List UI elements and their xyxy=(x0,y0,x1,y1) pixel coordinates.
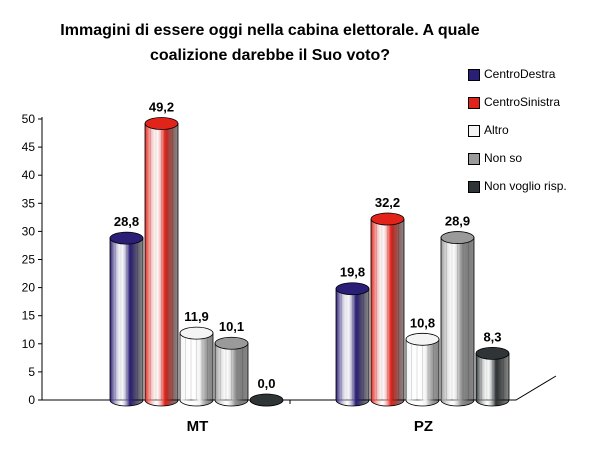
y-tick-label-45: 45 xyxy=(22,140,36,154)
y-tick-label-25: 25 xyxy=(22,253,36,267)
bar-pz-altro-value-label: 10,8 xyxy=(410,315,435,330)
bar-pz-centrodestra-value-label: 19,8 xyxy=(340,265,365,280)
bar-mt-altro-top xyxy=(179,326,214,340)
y-tick-label-10: 10 xyxy=(22,337,36,351)
bar-mt-altro-value-label: 11,9 xyxy=(184,309,209,324)
chart-title-line-1: Immagini di essere oggi nella cabina ele… xyxy=(60,22,480,39)
legend-swatch-altro xyxy=(468,125,480,137)
legend-label-centrosinistra: CentroSinistra xyxy=(484,95,561,109)
bar-pz-non-voglio-risp xyxy=(475,346,510,407)
y-tick-label-50: 50 xyxy=(22,112,36,126)
legend-item-centrosinistra: CentroSinistra xyxy=(468,92,608,120)
bar-mt-centrodestra-top xyxy=(109,231,144,245)
bar-mt-non-voglio-risp-top xyxy=(249,393,284,407)
chart-title-line-2: coalizione darebbe il Suo voto? xyxy=(149,47,391,64)
bar-pz-centrosinistra-top xyxy=(370,212,405,226)
bar-pz-centrosinistra-value-label: 32,2 xyxy=(375,195,400,210)
bar-pz-centrosinistra xyxy=(370,212,405,407)
bar-pz-centrosinistra-body xyxy=(370,218,405,407)
legend-item-centrodestra: CentroDestra xyxy=(468,64,608,92)
y-tick-label-35: 35 xyxy=(22,196,36,210)
bar-pz-non-voglio-risp-value-label: 8,3 xyxy=(483,329,501,344)
bar-pz-non-so-value-label: 28,9 xyxy=(445,214,470,229)
x-tick-label-pz: PZ xyxy=(414,418,433,435)
y-tick-label-0: 0 xyxy=(28,393,35,407)
legend: CentroDestra CentroSinistra Altro Non so… xyxy=(468,64,608,204)
y-tick-label-20: 20 xyxy=(22,281,36,295)
y-tick-label-30: 30 xyxy=(22,224,36,238)
bar-pz-non-voglio-risp-top xyxy=(475,346,510,360)
bar-pz-non-so-body xyxy=(440,237,475,407)
bar-pz-altro-top xyxy=(405,332,440,346)
legend-item-non-so: Non so xyxy=(468,148,608,176)
legend-item-non-voglio-risp: Non voglio risp. xyxy=(468,176,608,204)
legend-swatch-non-so xyxy=(468,153,480,165)
chart-title: Immagini di essere oggi nella cabina ele… xyxy=(60,18,480,68)
y-tick-label-5: 5 xyxy=(28,365,35,379)
bar-mt-altro-body xyxy=(179,332,214,407)
legend-swatch-non-voglio-risp xyxy=(468,181,480,193)
y-tick-label-40: 40 xyxy=(22,168,36,182)
legend-label-altro: Altro xyxy=(484,123,509,137)
legend-swatch-centrosinistra xyxy=(468,97,480,109)
bar-mt-centrodestra-value-label: 28,8 xyxy=(114,214,139,229)
bar-pz-non-so-top xyxy=(440,231,475,244)
legend-swatch-centrodestra xyxy=(468,69,480,81)
bar-pz-altro-body xyxy=(405,338,440,407)
bar-mt-centrosinistra-value-label: 49,2 xyxy=(149,99,174,114)
bar-mt-non-so xyxy=(214,336,249,407)
bar-mt-altro xyxy=(179,326,214,407)
legend-item-altro: Altro xyxy=(468,120,608,148)
bar-mt-non-so-body xyxy=(214,342,249,407)
x-tick-label-mt: MT xyxy=(187,418,209,435)
bar-mt-non-voglio-risp xyxy=(249,393,284,407)
bar-pz-centrodestra xyxy=(335,282,370,407)
bar-mt-centrosinistra-body xyxy=(144,123,179,407)
bar-pz-non-voglio-risp-body xyxy=(475,352,510,407)
y-tick-label-15: 15 xyxy=(22,309,36,323)
bar-mt-centrosinistra-top xyxy=(144,117,179,130)
bar-pz-centrodestra-body xyxy=(335,288,370,407)
bar-mt-non-voglio-risp-value-label: 0,0 xyxy=(257,376,275,391)
bar-mt-non-so-top xyxy=(214,336,249,350)
bar-mt-non-so-value-label: 10,1 xyxy=(219,319,244,334)
legend-label-centrodestra: CentroDestra xyxy=(484,67,556,81)
bar-pz-centrodestra-top xyxy=(335,282,370,296)
bar-pz-altro xyxy=(405,332,440,407)
bar-mt-centrodestra xyxy=(109,231,144,407)
bar-mt-centrodestra-body xyxy=(109,237,144,407)
bar-mt-centrosinistra xyxy=(144,117,179,407)
bar-pz-non-so xyxy=(440,231,475,407)
legend-label-non-so: Non so xyxy=(484,151,523,165)
legend-label-non-voglio-risp: Non voglio risp. xyxy=(484,179,567,193)
